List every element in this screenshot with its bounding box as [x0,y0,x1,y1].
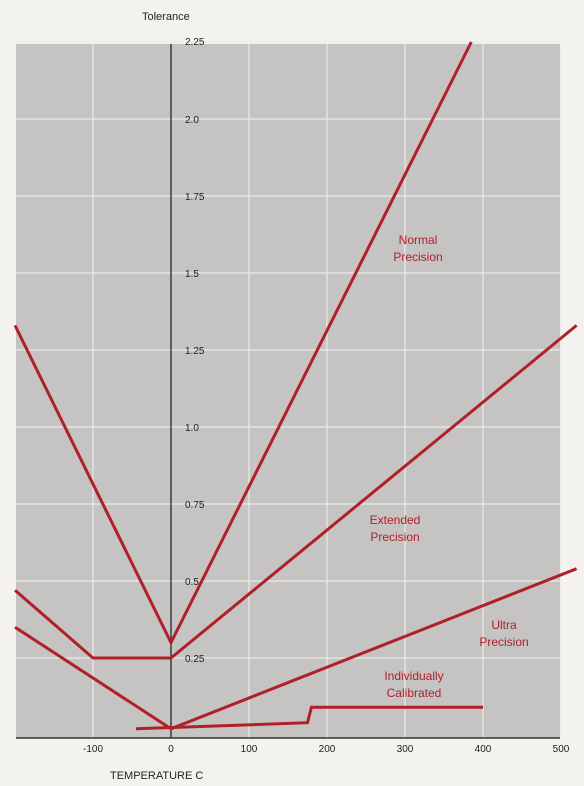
series-label-extended-precision: Precision [370,530,419,544]
y-tick-label: 2.25 [185,37,205,48]
y-tick-label: 0.5 [185,577,199,588]
series-label-ultra-precision: Ultra [491,618,517,632]
series-line-individually-calibrated [135,705,483,731]
y-tick-label: 0.25 [185,654,205,665]
x-tick-label: 300 [397,744,414,755]
series-line-extended-precision [14,324,578,660]
series-lines [13,41,578,731]
y-tick-label: 0.75 [185,500,205,511]
x-axis-title: TEMPERATURE C [110,770,203,782]
y-axis-title: Tolerance [142,11,190,23]
y-tick-label: 2.0 [185,115,199,126]
series-label-normal-precision: Precision [393,250,442,264]
y-tick-label: 1.0 [185,423,199,434]
x-tick-label: 200 [319,744,336,755]
plot-background [16,44,560,738]
grid-lines [16,41,562,738]
series-label-individually-calibrated: Individually [384,669,443,683]
x-tick-label: 400 [475,744,492,755]
series-labels: Normal Precision Extended Precision Ultra Pre… [370,233,529,700]
y-tick-label: 1.75 [185,192,205,203]
x-tick-label: 100 [241,744,258,755]
tick-labels: -100 0 100 200 300 400 500 0.25 0.5 0.75 1.0 1.25 1.… [83,37,570,755]
series-label-ultra-precision: Precision [479,635,528,649]
x-tick-label: 0 [168,744,174,755]
series-line-normal-precision [13,41,473,646]
y-tick-label: 1.25 [185,346,205,357]
series-label-normal-precision: Normal [399,233,438,247]
y-tick-label: 1.5 [185,269,199,280]
axes [16,44,560,739]
x-tick-label: -100 [83,744,103,755]
x-tick-label: 500 [553,744,570,755]
series-label-individually-calibrated: Calibrated [387,686,442,700]
series-label-extended-precision: Extended [370,513,421,527]
